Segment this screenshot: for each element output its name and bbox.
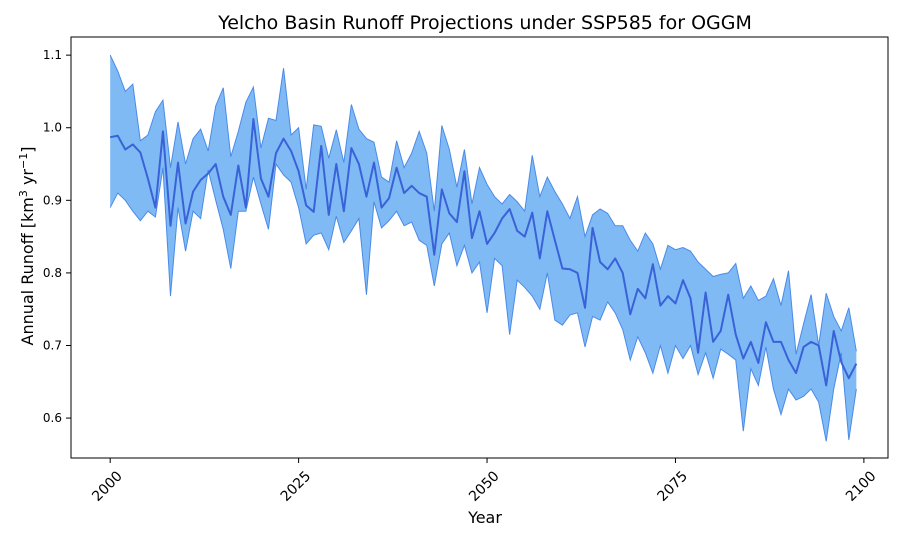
x-tick-label: 2100 [843, 468, 880, 505]
upper-bound-line [109, 54, 857, 355]
lower-bound-line [109, 162, 857, 442]
chart-title: Yelcho Basin Runoff Projections under SS… [217, 12, 752, 34]
x-axis: 2000 2025 2050 2075 2100 [89, 458, 879, 505]
runoff-range-band [110, 55, 857, 442]
y-tick-label: 0.9 [43, 193, 62, 207]
x-tick-label: 2025 [278, 468, 315, 505]
y-axis: 0.6 0.7 0.8 0.9 1.0 1.1 [43, 48, 71, 425]
y-tick-label: 1.0 [43, 121, 62, 135]
mean-runoff-line [110, 118, 858, 387]
y-tick-label: 0.6 [43, 411, 62, 425]
plot-frame [70, 36, 889, 459]
x-tick-label: 2075 [655, 468, 692, 505]
y-tick-label: 0.7 [43, 338, 62, 352]
y-axis-label: Annual Runoff [km3 yr−1] [17, 147, 37, 346]
y-tick-label: 1.1 [43, 48, 62, 62]
x-tick-label: 2000 [89, 468, 126, 505]
x-tick-label: 2050 [466, 468, 503, 505]
y-tick-label: 0.8 [43, 266, 62, 280]
x-axis-label: Year [467, 508, 502, 527]
plot-area [109, 54, 858, 442]
